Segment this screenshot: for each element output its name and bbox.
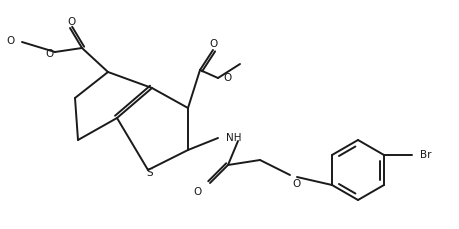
- Text: O: O: [223, 73, 231, 83]
- Text: O: O: [210, 39, 218, 49]
- Text: O: O: [67, 17, 75, 27]
- Text: O: O: [194, 187, 202, 197]
- Text: O: O: [7, 36, 15, 46]
- Text: O: O: [292, 179, 300, 189]
- Text: S: S: [147, 168, 153, 178]
- Text: NH: NH: [226, 133, 241, 143]
- Text: O: O: [46, 49, 54, 59]
- Text: Br: Br: [420, 150, 431, 160]
